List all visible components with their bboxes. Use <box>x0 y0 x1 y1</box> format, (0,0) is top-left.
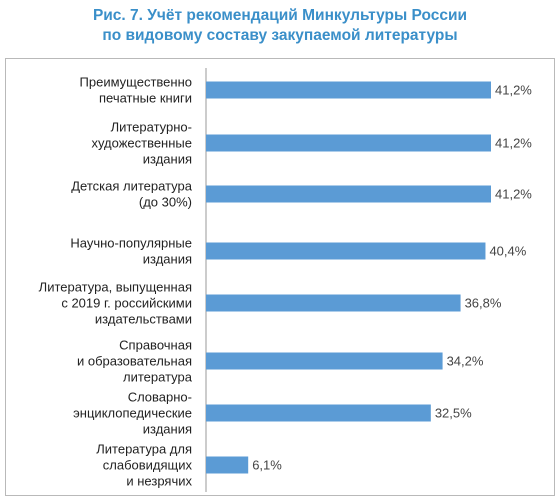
category-label-line: Словарно- <box>128 390 192 405</box>
category-label-line: литература <box>123 370 193 385</box>
category-label: Преимущественно печатные книги <box>80 75 192 106</box>
bar <box>206 134 491 152</box>
bar <box>206 81 491 99</box>
category-label-line: Научно-популярные <box>70 236 192 251</box>
chart-title-line-2: по видовому составу закупаемой литератур… <box>102 27 458 44</box>
value-label: 34,2% <box>447 354 484 369</box>
category-label-line: Преимущественно <box>80 75 192 90</box>
category-label-line: (до 30%) <box>139 195 192 210</box>
category-label: Справочная и образовательная литература <box>77 338 193 385</box>
category-label-line: с 2019 г. российскими <box>61 296 192 311</box>
value-label: 32,5% <box>435 406 472 421</box>
category-label-line: Литература, выпущенная <box>39 280 192 295</box>
category-label: Литературно-художественные издания <box>91 120 192 167</box>
value-label: 6,1% <box>252 458 282 473</box>
bar <box>206 294 461 312</box>
category-label: Словарно-энциклопедические издания <box>73 390 192 437</box>
chart-title: Рис. 7. Учёт рекомендаций Минкультуры Ро… <box>0 6 560 46</box>
value-label: 41,2% <box>495 83 532 98</box>
category-label-line: и образовательная <box>77 354 192 369</box>
category-label: Литература для слабовидящих и незрячих <box>96 442 192 489</box>
category-label-line: Детская литература <box>71 179 193 194</box>
bar <box>206 404 431 422</box>
category-label-line: слабовидящих <box>103 458 193 473</box>
category-label-line: издания <box>143 152 192 167</box>
bar <box>206 352 443 370</box>
chart-frame <box>5 58 555 496</box>
category-label-line: энциклопедические <box>73 406 192 421</box>
category-label-line: Справочная <box>119 338 192 353</box>
chart-title-line-1: Рис. 7. Учёт рекомендаций Минкультуры Ро… <box>92 7 468 24</box>
category-label-line: издания <box>143 252 192 267</box>
bar <box>206 185 491 203</box>
category-label: Литература, выпущенная с 2019 г. российск… <box>39 280 192 327</box>
bar <box>206 242 486 260</box>
bar <box>206 456 249 474</box>
category-label-line: печатные книги <box>99 91 192 106</box>
category-label: Научно-популярные издания <box>70 236 192 267</box>
category-label-line: Литературно- <box>111 120 192 135</box>
value-label: 36,8% <box>465 296 502 311</box>
value-label: 41,2% <box>495 187 532 202</box>
category-label-line: издания <box>143 422 192 437</box>
category-label: Детская литература (до 30%) <box>71 179 193 210</box>
category-label-line: и незрячих <box>126 474 192 489</box>
value-label: 41,2% <box>495 136 532 151</box>
category-label-line: издательствами <box>95 312 192 327</box>
category-label-line: художественные <box>91 136 192 151</box>
value-label: 40,4% <box>489 244 526 259</box>
category-label-line: Литература для <box>96 442 192 457</box>
